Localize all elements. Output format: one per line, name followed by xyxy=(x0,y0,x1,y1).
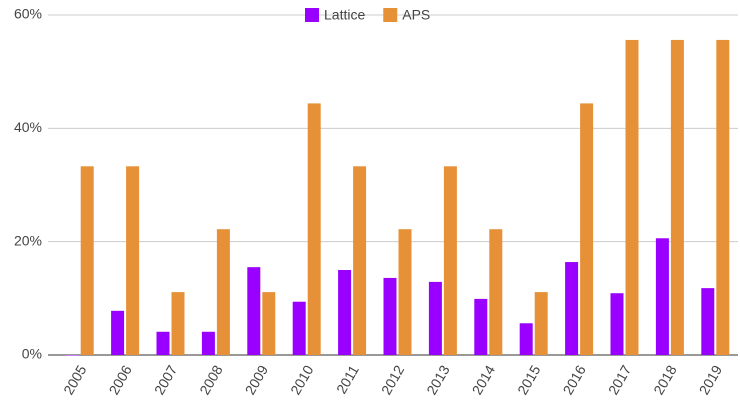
bar xyxy=(156,331,170,355)
legend-swatch xyxy=(383,8,398,22)
bar xyxy=(701,288,715,355)
bar xyxy=(610,293,624,355)
bar xyxy=(216,229,230,355)
bar xyxy=(398,229,412,355)
y-tick-label: 0% xyxy=(22,346,42,362)
bar xyxy=(292,301,306,355)
x-tick-label: 2014 xyxy=(469,362,499,397)
y-tick-label: 40% xyxy=(14,119,42,135)
x-tick-label: 2011 xyxy=(333,362,362,396)
legend-label: APS xyxy=(402,7,430,23)
bar xyxy=(80,166,94,355)
x-tick-label: 2005 xyxy=(60,362,90,397)
x-tick-label: 2008 xyxy=(196,362,226,397)
bar xyxy=(126,166,140,355)
bar xyxy=(580,103,594,356)
bar xyxy=(625,39,639,355)
x-tick-label: 2010 xyxy=(287,362,317,397)
bar xyxy=(201,331,215,355)
bar xyxy=(65,355,79,356)
bar xyxy=(338,270,352,355)
x-tick-label: 2019 xyxy=(696,362,726,397)
bar xyxy=(307,103,321,356)
bar xyxy=(655,238,669,355)
bar xyxy=(247,267,261,355)
bar xyxy=(489,229,503,355)
bar xyxy=(474,298,488,355)
bar xyxy=(519,323,533,355)
bar xyxy=(716,39,730,355)
x-tick-label: 2009 xyxy=(242,362,272,397)
x-tick-label: 2017 xyxy=(605,362,635,397)
bar xyxy=(111,310,125,355)
legend-label: Lattice xyxy=(324,7,365,23)
bar xyxy=(428,281,442,355)
bar xyxy=(353,166,367,355)
bar xyxy=(262,292,276,355)
x-tick-label: 2016 xyxy=(559,362,589,397)
bar xyxy=(670,39,684,355)
x-tick-label: 2007 xyxy=(151,362,181,397)
x-tick-label: 2018 xyxy=(650,362,680,397)
bar xyxy=(534,292,548,355)
bar xyxy=(443,166,457,355)
x-tick-label: 2006 xyxy=(105,362,135,397)
x-tick-label: 2015 xyxy=(514,362,544,397)
y-tick-label: 60% xyxy=(14,6,42,22)
bar xyxy=(171,292,185,355)
legend-swatch xyxy=(305,8,319,22)
x-tick-label: 2012 xyxy=(378,362,408,397)
bar xyxy=(565,262,579,355)
bar xyxy=(383,277,397,355)
y-tick-label: 20% xyxy=(14,232,42,248)
x-tick-label: 2013 xyxy=(423,362,453,397)
